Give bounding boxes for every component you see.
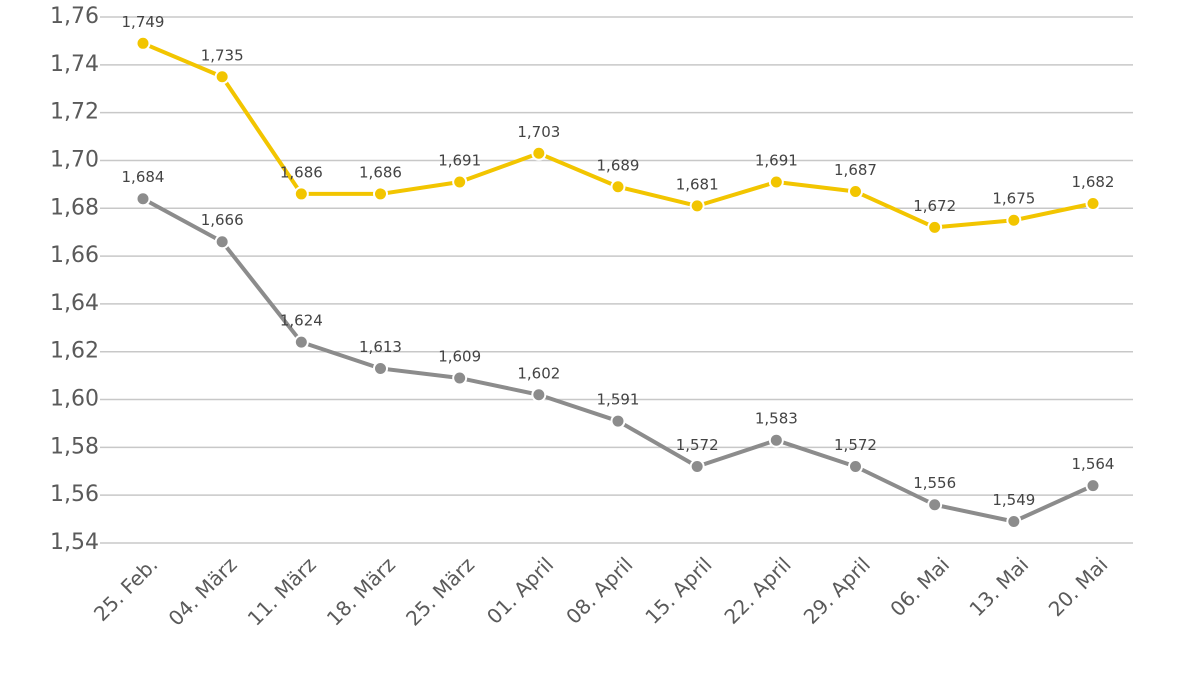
data-label: 1,591 <box>597 391 640 409</box>
data-label: 1,556 <box>913 474 956 492</box>
data-label: 1,691 <box>438 151 481 169</box>
data-point <box>610 179 626 195</box>
data-label: 1,675 <box>992 190 1035 208</box>
data-point <box>848 184 863 200</box>
x-tick-label: 15. April <box>640 552 716 628</box>
data-label: 1,609 <box>438 348 481 366</box>
x-tick-label: 11. März <box>243 552 321 630</box>
x-tick-label: 25. Feb. <box>89 552 162 625</box>
x-tick-label: 04. März <box>164 552 242 630</box>
x-tick-label: 25. März <box>401 552 479 630</box>
data-point <box>214 234 230 250</box>
y-tick-label: 1,76 <box>50 4 99 29</box>
y-tick-label: 1,58 <box>50 434 99 459</box>
x-tick-label: 29. April <box>799 552 875 628</box>
y-tick-label: 1,72 <box>50 100 99 125</box>
series-line <box>142 196 1094 524</box>
data-point <box>1085 478 1101 494</box>
data-label: 1,583 <box>755 410 798 428</box>
data-point <box>1006 513 1022 529</box>
y-tick-label: 1,64 <box>50 291 99 316</box>
data-label: 1,689 <box>597 156 640 174</box>
data-label: 1,564 <box>1072 455 1115 473</box>
data-point <box>452 370 468 386</box>
data-label: 1,613 <box>359 338 402 356</box>
data-label: 1,624 <box>280 312 323 330</box>
data-label: 1,686 <box>280 163 323 181</box>
data-label: 1,703 <box>517 123 560 141</box>
x-tick-label: 18. März <box>322 552 400 630</box>
data-label: 1,682 <box>1072 173 1115 191</box>
x-tick-label: 22. April <box>719 552 795 628</box>
data-point <box>293 186 309 202</box>
data-label: 1,691 <box>755 151 798 169</box>
data-point <box>689 198 705 214</box>
y-tick-label: 1,70 <box>50 147 99 172</box>
data-label: 1,735 <box>201 46 244 64</box>
data-label: 1,686 <box>359 163 402 181</box>
data-label: 1,572 <box>834 436 877 454</box>
data-point <box>531 387 547 403</box>
data-label: 1,687 <box>834 161 877 179</box>
y-tick-label: 1,68 <box>50 195 99 220</box>
data-point <box>689 458 705 474</box>
x-tick-label: 13. Mai <box>965 552 1034 621</box>
data-point <box>452 174 468 190</box>
data-point <box>768 432 784 448</box>
x-tick-label: 20. Mai <box>1044 552 1113 621</box>
data-label: 1,549 <box>992 491 1035 509</box>
y-tick-label: 1,74 <box>50 52 99 77</box>
data-label: 1,749 <box>122 13 165 31</box>
data-label: 1,672 <box>913 197 956 215</box>
y-tick-label: 1,60 <box>50 387 99 412</box>
data-point <box>135 191 151 207</box>
x-tick-label: 08. April <box>561 552 637 628</box>
data-point <box>1006 212 1022 228</box>
data-point <box>1085 195 1101 211</box>
data-point <box>768 174 784 190</box>
data-point <box>610 413 626 429</box>
y-tick-label: 1,62 <box>50 339 99 364</box>
y-tick-label: 1,54 <box>50 530 99 555</box>
data-label: 1,681 <box>676 175 719 193</box>
data-point <box>927 219 943 235</box>
data-point <box>214 69 230 85</box>
data-label: 1,572 <box>676 436 719 454</box>
data-point <box>293 334 309 350</box>
data-point <box>373 186 388 202</box>
data-point <box>927 497 943 513</box>
x-tick-label: 01. April <box>482 552 558 628</box>
data-label: 1,602 <box>517 364 560 382</box>
data-label: 1,666 <box>201 211 244 229</box>
y-tick-label: 1,66 <box>50 243 99 268</box>
data-label: 1,684 <box>122 168 165 186</box>
x-tick-label: 06. Mai <box>885 552 954 621</box>
data-point <box>135 35 151 51</box>
y-tick-label: 1,56 <box>50 482 99 507</box>
data-point <box>531 145 547 161</box>
data-point <box>373 360 388 376</box>
data-point <box>848 458 863 474</box>
